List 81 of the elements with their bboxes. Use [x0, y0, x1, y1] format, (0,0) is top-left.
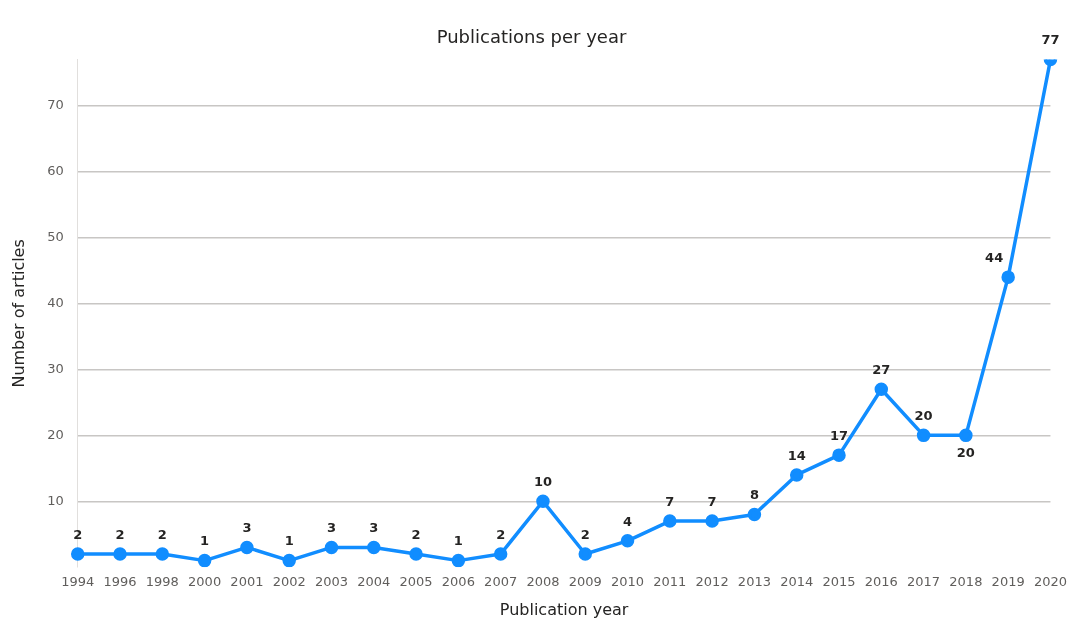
y-tick-label: 30: [47, 360, 64, 376]
x-tick-label: 2014: [780, 574, 814, 590]
y-tick-label: 10: [47, 492, 64, 508]
data-label: 10: [533, 474, 552, 490]
data-label: 3: [369, 520, 379, 536]
x-tick-label: 2016: [864, 574, 898, 590]
data-label: 14: [787, 447, 806, 463]
point: [578, 547, 592, 561]
point: [536, 494, 550, 509]
x-tick-label: 2018: [949, 574, 983, 590]
data-label: 7: [665, 493, 675, 509]
y-tick-label: 70: [47, 97, 64, 113]
point: [155, 547, 170, 561]
point: [620, 534, 635, 548]
point: [663, 514, 677, 528]
point: [409, 547, 423, 561]
data-label: 27: [872, 362, 891, 378]
data-label: 4: [623, 513, 633, 529]
y-tick-label: 20: [47, 426, 64, 442]
x-tick-label: 2013: [737, 574, 771, 590]
x-tick-label: 2004: [357, 574, 391, 590]
x-tick-label: 2006: [441, 574, 475, 590]
x-tick-label: 2007: [484, 574, 518, 590]
point: [959, 428, 973, 443]
data-label: 17: [829, 428, 849, 444]
x-tick-label: 2009: [568, 574, 602, 590]
x-tick-label: 1994: [61, 574, 95, 590]
x-tick-label: 2003: [314, 574, 349, 590]
data-label: 1: [453, 533, 463, 549]
chart-title: Publications per year: [436, 26, 627, 48]
point: [113, 547, 127, 561]
y-tick-label: 60: [47, 163, 64, 179]
y-axis-title: Number of articles: [8, 239, 28, 388]
data-label: 1: [284, 533, 294, 549]
point: [197, 553, 212, 568]
data-label: 2: [115, 526, 125, 542]
point: [874, 382, 889, 396]
x-tick-label: 2002: [272, 574, 306, 590]
y-tick-label: 40: [47, 294, 64, 310]
data-label: 20: [956, 445, 975, 461]
data-label: 8: [749, 487, 759, 503]
data-label: 7: [707, 493, 717, 509]
point: [367, 540, 381, 555]
data-label: 77: [1041, 32, 1060, 48]
point: [747, 507, 762, 522]
data-label: 3: [326, 520, 337, 536]
point: [493, 547, 508, 561]
data-label: 2: [496, 526, 506, 542]
data-label: 44: [985, 250, 1004, 266]
point: [451, 553, 466, 568]
point: [1001, 270, 1015, 284]
data-label: 2: [411, 526, 421, 542]
point: [832, 448, 846, 462]
x-axis-title: Publication year: [499, 599, 629, 619]
data-label: 2: [73, 526, 83, 542]
data-label: 1: [200, 533, 210, 549]
x-tick-label: 2008: [526, 574, 560, 590]
point: [240, 540, 254, 555]
point: [789, 468, 804, 482]
x-tick-label: 2015: [822, 574, 856, 590]
x-tick-label: 2011: [653, 574, 687, 590]
x-tick-label: 2005: [399, 574, 433, 590]
data-label: 2: [580, 526, 590, 542]
point: [916, 428, 931, 443]
x-tick-label: 2017: [907, 574, 941, 590]
x-tick-label: 1998: [145, 574, 179, 590]
data-label: 20: [914, 408, 933, 424]
point: [282, 553, 296, 568]
point: [705, 514, 719, 528]
data-label: 3: [242, 520, 252, 536]
x-tick-label: 2001: [230, 574, 264, 590]
x-tick-label: 2020: [1033, 574, 1067, 590]
x-tick-label: 1996: [103, 574, 137, 590]
point: [70, 547, 85, 561]
point: [324, 540, 339, 555]
x-tick-label: 2012: [695, 574, 729, 590]
data-label: 2: [157, 526, 167, 542]
x-tick-label: 2019: [991, 574, 1025, 590]
x-tick-label: 2000: [188, 574, 222, 590]
y-tick-label: 50: [47, 228, 64, 244]
x-tick-label: 2010: [610, 574, 645, 590]
